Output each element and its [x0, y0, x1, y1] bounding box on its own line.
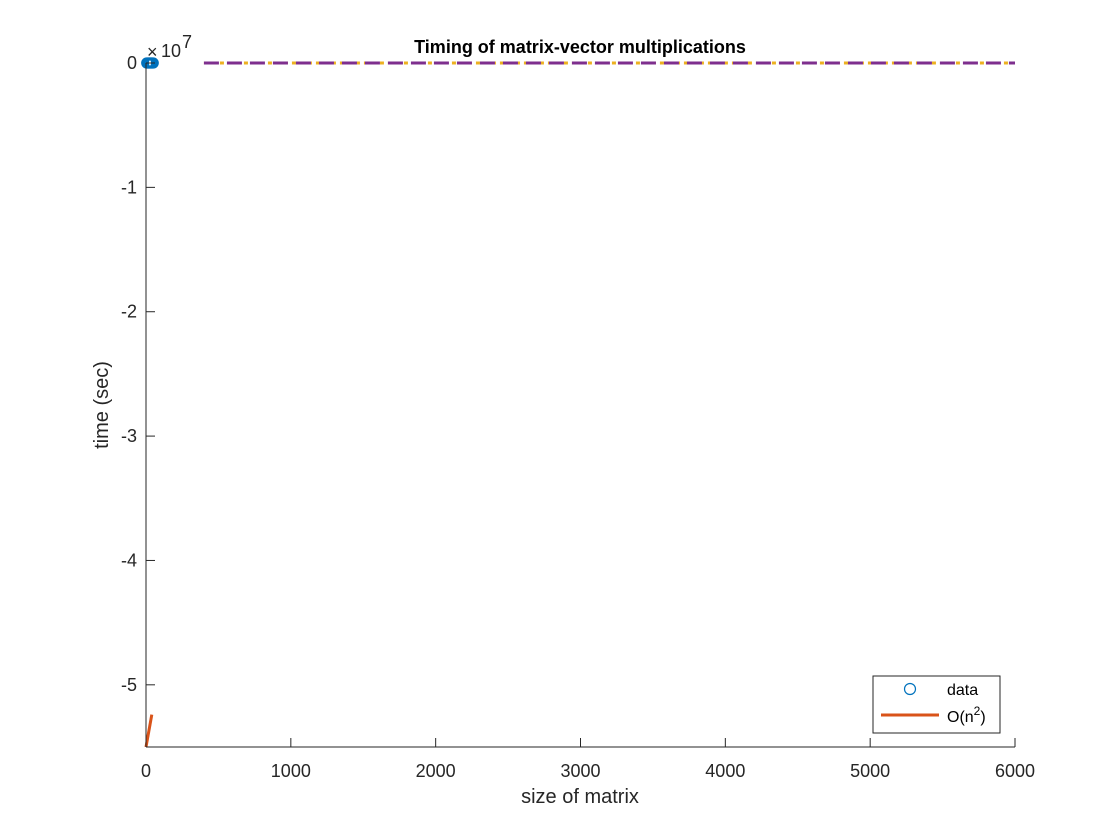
chart-title: Timing of matrix-vector multiplications [414, 37, 746, 57]
legend-label-data: data [947, 682, 978, 699]
exponent-power: 7 [182, 32, 192, 52]
legend-box [872, 675, 1001, 734]
y-tick-label: -2 [121, 302, 137, 322]
exponent-base: 10 [161, 41, 181, 61]
legend-label-fit: O(n2) [947, 704, 986, 726]
x-tick-label: 3000 [560, 761, 600, 781]
y-axis-exponent: × 10 7 [147, 32, 192, 62]
y-tick-label: -3 [121, 426, 137, 446]
y-tick-label: -1 [121, 177, 137, 197]
y-tick-label: -4 [121, 550, 137, 570]
legend-marker-data [903, 682, 917, 696]
exponent-times: × [147, 42, 158, 62]
x-axis-label: size of matrix [521, 786, 639, 808]
x-tick-label: 5000 [850, 761, 890, 781]
x-tick-label: 0 [141, 761, 151, 781]
y-tick-label: -5 [121, 675, 137, 695]
y-axis-label: time (sec) [91, 361, 113, 449]
legend: data O(n2) [872, 675, 1001, 734]
x-tick-label: 1000 [271, 761, 311, 781]
x-tick-label: 2000 [416, 761, 456, 781]
y-tick-label: 0 [127, 53, 137, 73]
x-tick-label: 6000 [995, 761, 1035, 781]
series-line-1 [144, 714, 154, 748]
x-tick-label: 4000 [705, 761, 745, 781]
